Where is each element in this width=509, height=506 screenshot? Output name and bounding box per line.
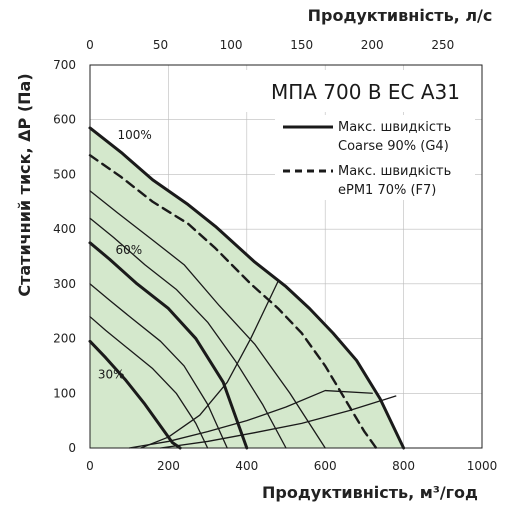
series-line-10 — [159, 395, 397, 449]
legend-dashed-label-2: ePM1 70% (F7) — [338, 183, 436, 198]
series-line-0 — [88, 126, 406, 450]
chart-title: МПА 700 В ЕС А31 — [271, 80, 460, 104]
y-tick-label: 200 — [53, 332, 76, 346]
series-line-9 — [128, 389, 373, 449]
x-tick-label: 0 — [86, 459, 94, 473]
speed-label: 30% — [98, 368, 125, 382]
x2-tick-label: 50 — [153, 38, 168, 52]
legend-solid-label-2: Coarse 90% (G4) — [338, 139, 449, 154]
speed-labels: 100% 60% 30% — [98, 128, 152, 382]
series-line-8 — [140, 280, 279, 449]
y-tick-label: 600 — [53, 113, 76, 127]
y-tick-label: 300 — [53, 277, 76, 291]
x-tick-label: 200 — [157, 459, 180, 473]
y-tick-label: 700 — [53, 58, 76, 72]
legend-dashed-label-1: Макс. швидкість — [338, 164, 451, 179]
plot-frame — [89, 64, 483, 449]
series-line-2 — [89, 190, 326, 449]
x2-tick-label: 150 — [290, 38, 313, 52]
x-tick-label: 600 — [314, 459, 337, 473]
fan-curves — [88, 126, 406, 450]
x2-tick-label: 200 — [361, 38, 384, 52]
x-axis-title: Продуктивність, м³/год — [262, 483, 478, 502]
y-tick-label: 0 — [68, 441, 76, 455]
y-tick-label: 400 — [53, 222, 76, 236]
series-line-7 — [88, 339, 182, 450]
y-tick-label: 100 — [53, 386, 76, 400]
legend-background — [275, 115, 475, 200]
speed-label: 60% — [115, 243, 142, 257]
series-line-5 — [89, 283, 228, 449]
x-tick-label: 800 — [392, 459, 415, 473]
x2-axis-ticks: 0 50 100 150 200 250 — [86, 38, 454, 52]
y-axis-title: Статичний тиск, ΔP (Па) — [15, 73, 34, 296]
x-tick-label: 1000 — [467, 459, 498, 473]
speed-label: 100% — [117, 128, 151, 142]
x2-tick-label: 100 — [220, 38, 243, 52]
x2-axis-title: Продуктивність, л/с — [308, 6, 493, 25]
x2-tick-label: 250 — [431, 38, 454, 52]
x2-tick-label: 0 — [86, 38, 94, 52]
title-background — [245, 70, 470, 112]
y-axis-ticks: 0 100 200 300 400 500 600 700 — [53, 58, 76, 455]
series-line-4 — [88, 241, 249, 450]
legend-solid-label-1: Макс. швидкість — [338, 120, 451, 135]
series-line-1 — [88, 154, 378, 450]
x-axis-ticks: 0 200 400 600 800 1000 — [86, 459, 497, 473]
y-tick-label: 500 — [53, 167, 76, 181]
series-line-3 — [89, 217, 287, 449]
series-line-6 — [89, 316, 209, 449]
x-tick-label: 400 — [235, 459, 258, 473]
